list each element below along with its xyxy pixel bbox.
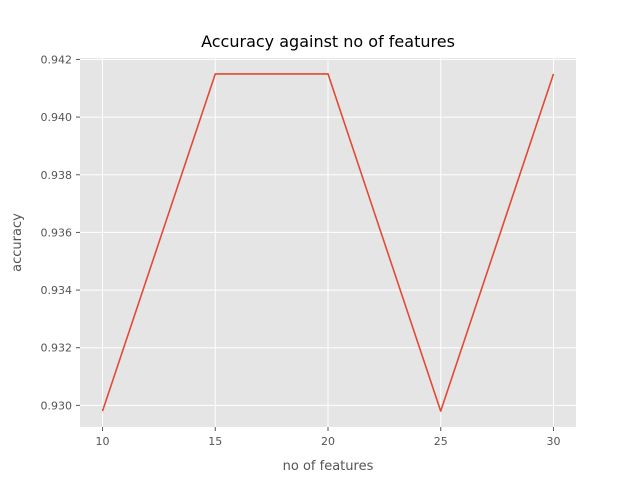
y-tick-label: 0.930 [41, 399, 73, 412]
x-tick-label: 15 [208, 435, 222, 448]
y-tick-label: 0.934 [41, 284, 73, 297]
x-tick-label: 30 [546, 435, 560, 448]
series-layer [101, 73, 555, 412]
x-tick-label: 25 [434, 435, 448, 448]
x-axis-label: no of features [283, 459, 374, 474]
y-tick-label: 0.942 [41, 53, 73, 66]
y-tick-label: 0.932 [41, 342, 73, 355]
y-axis-label: accuracy [10, 213, 25, 272]
chart-title: Accuracy against no of features [201, 32, 455, 51]
x-tick-label: 20 [321, 435, 335, 448]
x-tick-label: 10 [96, 435, 110, 448]
y-tick-label: 0.936 [41, 226, 73, 239]
axis-ticks: 10 15 20 25 30 0.930 0.932 0.934 0.936 0.938 0.940… [41, 53, 561, 448]
y-tick-label: 0.940 [41, 111, 73, 124]
y-tick-label: 0.938 [41, 169, 73, 182]
series-line [101, 73, 555, 412]
